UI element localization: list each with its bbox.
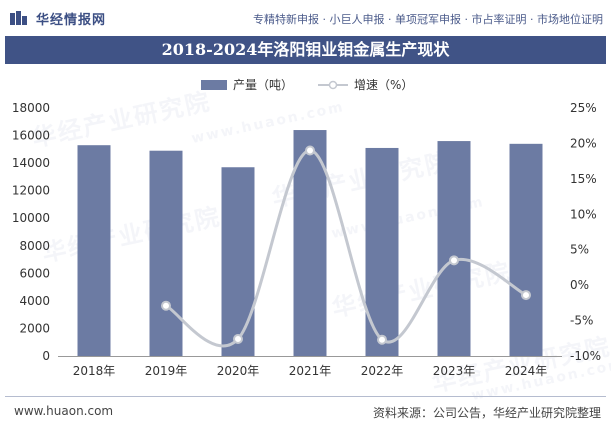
bar-2 [149, 150, 183, 356]
legend-line-swatch [318, 80, 348, 89]
x-tick-label: 2018年 [73, 364, 116, 378]
x-tick-label: 2023年 [433, 364, 476, 378]
bar-3 [221, 167, 255, 356]
growth-line [165, 149, 527, 348]
chart-legend: 产量（吨） 增速（%） [0, 76, 611, 94]
bar-7 [509, 143, 543, 356]
y-left-tick-label: 16000 [12, 129, 50, 143]
y-right-tick-label: 10% [570, 207, 597, 221]
bar-1 [77, 145, 111, 356]
legend-item-growth: 增速（%） [318, 76, 413, 93]
y-left-tick-label: 8000 [19, 239, 50, 253]
brand-logo-icon [10, 11, 27, 25]
x-tick-label: 2022年 [361, 364, 404, 378]
footer-source: 资料来源：公司公告，华经产业研究院整理 [372, 406, 601, 420]
y-left-tick-label: 14000 [12, 156, 50, 170]
growth-point-2 [233, 333, 243, 344]
y-right-tick-label: 0% [570, 278, 589, 292]
y-right-tick-label: -10% [570, 349, 601, 363]
y-right-tick-label: 20% [570, 136, 597, 150]
chart-title: 2018-2024年洛阳钼业钼金属生产现状 [5, 36, 606, 64]
top-bar: 华经情报网 专精特新申报 · 小巨人申报 · 单项冠军申报 · 市占率证明 · … [0, 0, 611, 36]
legend-label-output: 产量（吨） [233, 78, 294, 92]
footer-divider [5, 396, 606, 397]
brand-name[interactable]: 华经情报网 [36, 13, 107, 28]
footer-website[interactable]: www.huaon.com [14, 404, 114, 418]
production-chart: 0 2000 4000 6000 8000 10000 12000 14000 16000 180… [12, 101, 601, 378]
legend-bar-swatch [201, 79, 227, 90]
y-left-tick-label: 18000 [12, 101, 50, 115]
y-left-tick-label: 12000 [12, 184, 50, 198]
y-right-tick-label: 15% [570, 172, 597, 186]
y-right-tick-label: 25% [570, 101, 597, 115]
growth-point-5 [449, 255, 459, 266]
legend-label-growth: 增速（%） [354, 78, 414, 92]
bar-5 [365, 147, 399, 356]
growth-point-4 [377, 334, 387, 345]
x-tick-label: 2019年 [145, 364, 188, 378]
x-tick-label: 2024年 [505, 364, 548, 378]
growth-point-1 [161, 300, 171, 311]
legend-item-output: 产量（吨） [201, 76, 293, 93]
growth-point-3 [305, 145, 315, 156]
bar-4 [293, 130, 327, 356]
y-left-tick-label: 0 [42, 349, 50, 363]
y-left-tick-label: 10000 [12, 211, 50, 225]
service-links[interactable]: 专精特新申报 · 小巨人申报 · 单项冠军申报 · 市占率证明 · 市场地位证明 [253, 13, 603, 26]
x-tick-label: 2020年 [217, 364, 260, 378]
footer: www.huaon.com 资料来源：公司公告，华经产业研究院整理 [0, 396, 611, 426]
x-tick-label: 2021年 [289, 364, 332, 378]
y-right-tick-label: 5% [570, 243, 589, 257]
growth-point-6 [521, 290, 531, 301]
bar-6 [437, 141, 471, 356]
y-left-tick-label: 4000 [19, 294, 50, 308]
y-right-tick-label: -5% [570, 314, 593, 328]
y-left-tick-label: 2000 [19, 321, 50, 335]
y-left-tick-label: 6000 [19, 266, 50, 280]
